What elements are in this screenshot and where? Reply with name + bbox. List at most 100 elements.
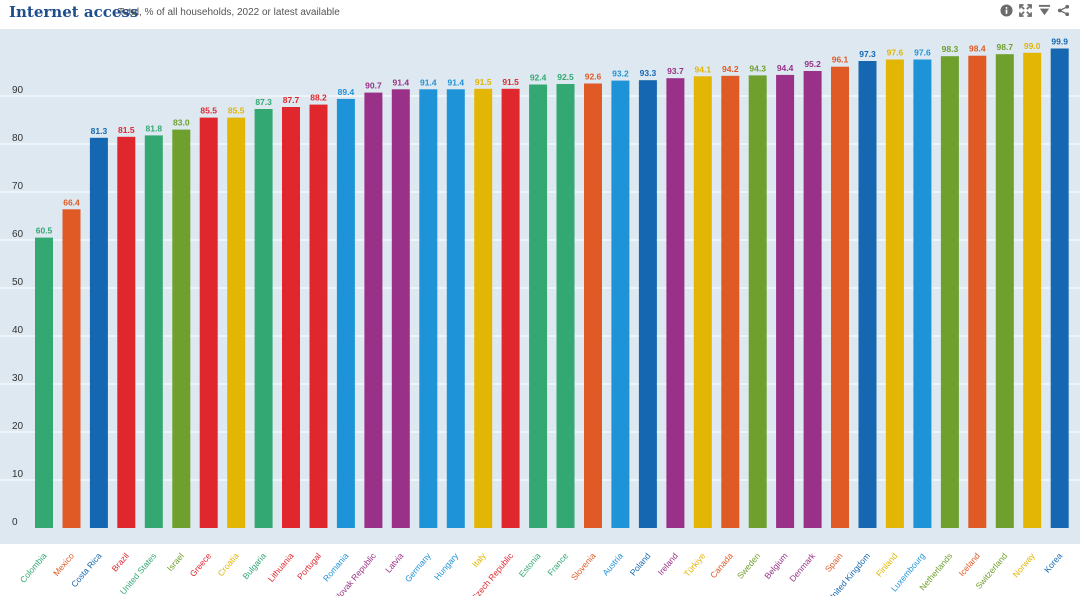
value-label: 83.0 [173,118,190,128]
x-tick-label: Finland [874,551,900,579]
x-tick-label: Denmark [787,550,817,583]
bar[interactable] [419,89,438,529]
value-label: 90.7 [365,81,382,91]
value-label: 97.6 [914,48,931,58]
value-label: 94.2 [722,64,739,74]
chart-header: Internet access Total, % of all househol… [0,0,1080,28]
x-tick-label: Portugal [295,551,323,582]
value-label: 60.5 [36,226,53,236]
x-tick-label: Ireland [656,551,681,578]
bar[interactable] [584,83,602,529]
bar[interactable] [336,98,355,529]
bar[interactable] [309,104,328,528]
bar[interactable] [254,109,273,528]
value-label: 87.3 [255,97,272,107]
bar[interactable] [446,89,465,529]
bar[interactable] [501,88,520,529]
bar[interactable] [474,88,493,529]
bar[interactable] [858,61,877,528]
value-label: 98.3 [942,44,959,54]
bar[interactable] [199,117,218,528]
bar[interactable] [117,136,136,529]
download-icon[interactable] [1038,4,1051,17]
y-tick-label: 70 [12,181,24,192]
y-tick-label: 80 [12,133,24,144]
x-tick-label: Croatia [215,551,240,579]
value-label: 94.1 [695,64,712,74]
value-label: 88.2 [310,93,327,103]
bar[interactable] [172,129,191,528]
x-tick-label: Lithuania [266,551,296,584]
bar[interactable] [89,137,108,529]
bar[interactable] [282,107,300,528]
bar[interactable] [556,84,575,528]
bar[interactable] [611,80,630,528]
fullscreen-icon[interactable] [1019,4,1032,17]
value-label: 97.3 [859,49,876,59]
y-tick-label: 50 [12,277,24,288]
y-tick-label: 60 [12,229,24,240]
bar[interactable] [831,66,849,528]
x-tick-label: Korea [1042,551,1064,575]
value-label: 81.3 [91,126,108,136]
value-label: 96.1 [832,55,849,65]
bar[interactable] [35,237,53,528]
bar[interactable] [1050,48,1069,529]
x-tick-label: Greece [188,551,214,579]
x-tick-label: Bulgaria [240,551,268,582]
bar[interactable] [364,92,383,528]
bar[interactable] [940,56,959,528]
y-tick-label: 0 [12,517,18,528]
x-tick-label: Israel [165,551,186,573]
value-label: 92.5 [557,72,574,82]
value-label: 92.4 [530,73,547,83]
bar[interactable] [144,135,163,528]
value-label: 94.3 [749,63,766,73]
bar[interactable] [968,55,987,528]
bar[interactable] [913,59,932,529]
x-tick-label: Hungary [432,550,461,582]
y-tick-label: 90 [12,85,24,96]
value-label: 94.4 [777,63,794,73]
x-tick-label: France [545,551,570,578]
x-tick-label: Brazil [110,551,131,574]
bar[interactable] [885,59,904,529]
value-label: 99.9 [1051,37,1068,47]
value-label: 89.4 [338,87,355,97]
x-tick-label: Sweden [735,551,763,581]
value-label: 93.2 [612,69,629,79]
bar[interactable] [529,84,548,529]
x-tick-label: Belgium [762,551,789,581]
y-tick-label: 10 [12,469,24,480]
x-tick-label: Norway [1011,550,1038,579]
bar[interactable] [748,75,767,529]
value-label: 91.5 [502,77,519,87]
y-tick-label: 30 [12,373,24,384]
x-tick-label: Latvia [383,551,405,575]
bar[interactable] [1023,52,1042,529]
bar[interactable] [391,89,410,529]
bar[interactable] [803,71,822,528]
bar[interactable] [776,74,795,529]
x-tick-label: Mexico [51,551,76,578]
value-label: 92.6 [585,72,602,82]
x-tick-label: Colombia [18,551,49,585]
bar[interactable] [638,80,657,528]
y-tick-label: 40 [12,325,24,336]
bar[interactable] [227,117,246,528]
value-label: 87.7 [283,95,300,105]
bar[interactable] [721,75,740,529]
bar[interactable] [693,76,712,529]
share-icon[interactable] [1057,4,1070,17]
x-tick-label: Italy [470,550,488,569]
bar[interactable] [666,78,685,528]
value-label: 91.4 [420,77,437,87]
x-tick-label: Poland [628,551,653,578]
chart-area: 0 10 20 30 40 50 60 70 80 90 60.5 Colombia 66.4 Mexic… [0,28,1080,596]
info-icon[interactable] [1000,4,1013,17]
value-label: 95.2 [804,59,821,69]
x-tick-label: Spain [823,551,845,574]
value-label: 85.5 [200,106,217,116]
bar[interactable] [995,54,1014,528]
bar[interactable] [62,209,81,529]
